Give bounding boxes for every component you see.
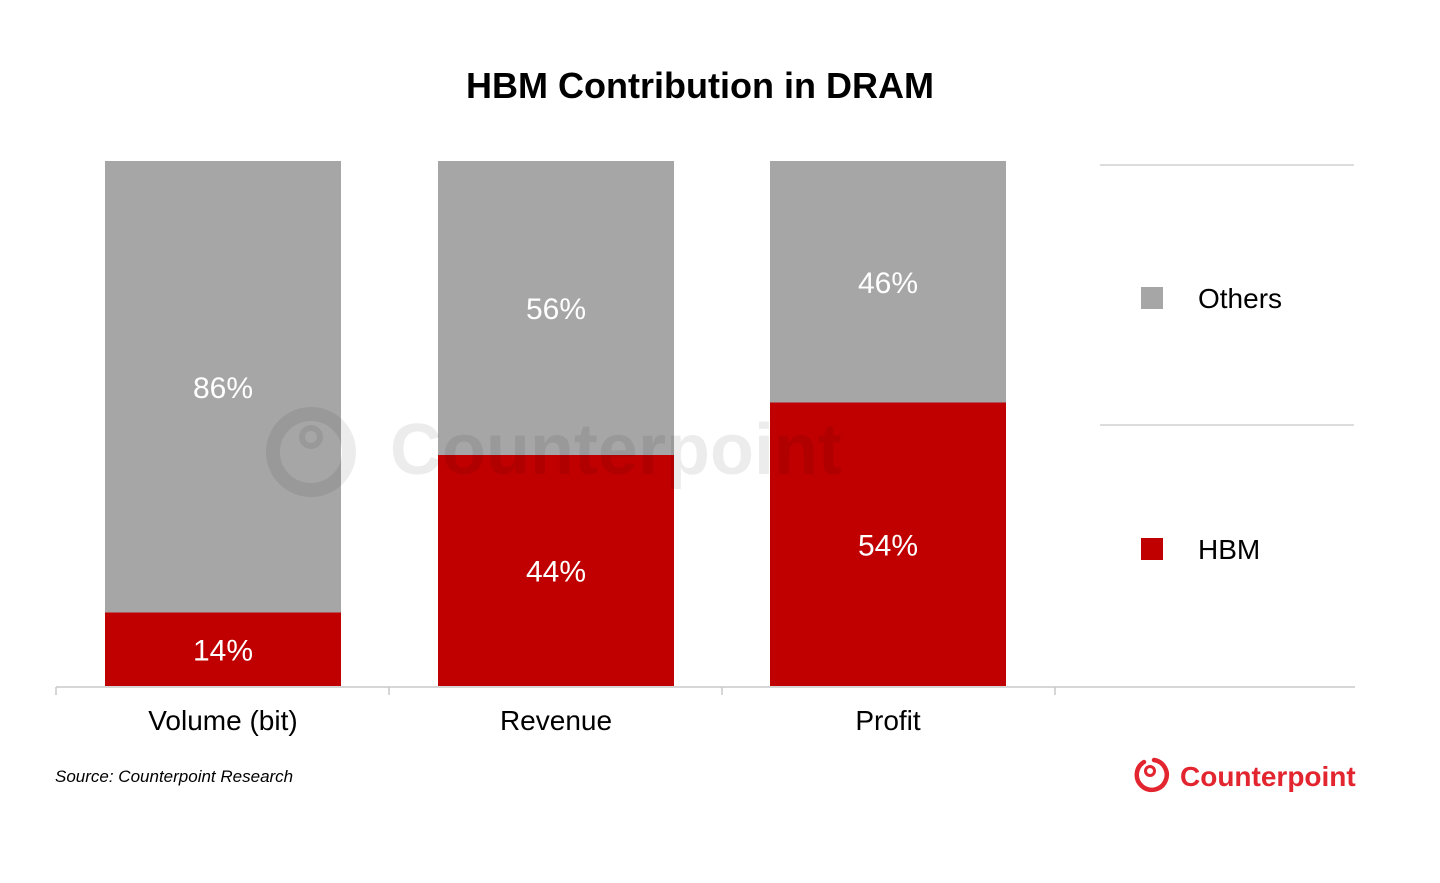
- counterpoint-logo: Counterpoint: [1134, 757, 1356, 793]
- data-label-others-revenue: 56%: [526, 293, 586, 326]
- legend-swatch-others: [1141, 287, 1163, 309]
- bar-segment-others-profit: [770, 161, 1006, 403]
- watermark-logo-dot-icon: [299, 425, 323, 449]
- category-label-volume-bit: Volume (bit): [148, 705, 297, 736]
- legend-swatch-hbm: [1141, 538, 1163, 560]
- legend: Others HBM: [1141, 283, 1282, 565]
- source-note: Source: Counterpoint Research: [55, 767, 293, 786]
- bar-segment-others-volume-bit: [105, 161, 341, 613]
- legend-label-hbm: HBM: [1198, 534, 1260, 565]
- data-label-others-profit: 46%: [858, 267, 918, 300]
- chart-title: HBM Contribution in DRAM: [466, 65, 934, 106]
- bar-segment-hbm-profit: [770, 402, 1006, 686]
- counterpoint-logo-icon: [1134, 757, 1169, 793]
- x-axis-categories: Volume (bit) Revenue Profit: [148, 705, 921, 736]
- logo-text: Counterpoint: [1180, 761, 1356, 792]
- category-label-profit: Profit: [855, 705, 921, 736]
- bar-segment-hbm-volume-bit: [105, 612, 341, 686]
- labels-layer: 14% 86% 44% 56% 54% 46%: [193, 267, 918, 668]
- data-label-hbm-revenue: 44%: [526, 556, 586, 589]
- watermark: Counterpoint: [266, 407, 842, 497]
- legend-label-others: Others: [1198, 283, 1282, 314]
- data-label-hbm-profit: 54%: [858, 529, 918, 562]
- logo-ring-icon: [1134, 757, 1169, 793]
- bars-layer: [105, 161, 1006, 686]
- x-axis-ticks: [55, 687, 1056, 695]
- data-label-others-volume-bit: 86%: [193, 372, 253, 405]
- category-label-revenue: Revenue: [500, 705, 612, 736]
- bar-segment-others-revenue: [438, 161, 674, 455]
- bar-segment-hbm-revenue: [438, 455, 674, 686]
- watermark-text: Counterpoint: [390, 410, 842, 490]
- data-label-hbm-volume-bit: 14%: [193, 634, 253, 667]
- watermark-logo-icon: [266, 407, 356, 497]
- logo-dot-icon: [1144, 765, 1156, 777]
